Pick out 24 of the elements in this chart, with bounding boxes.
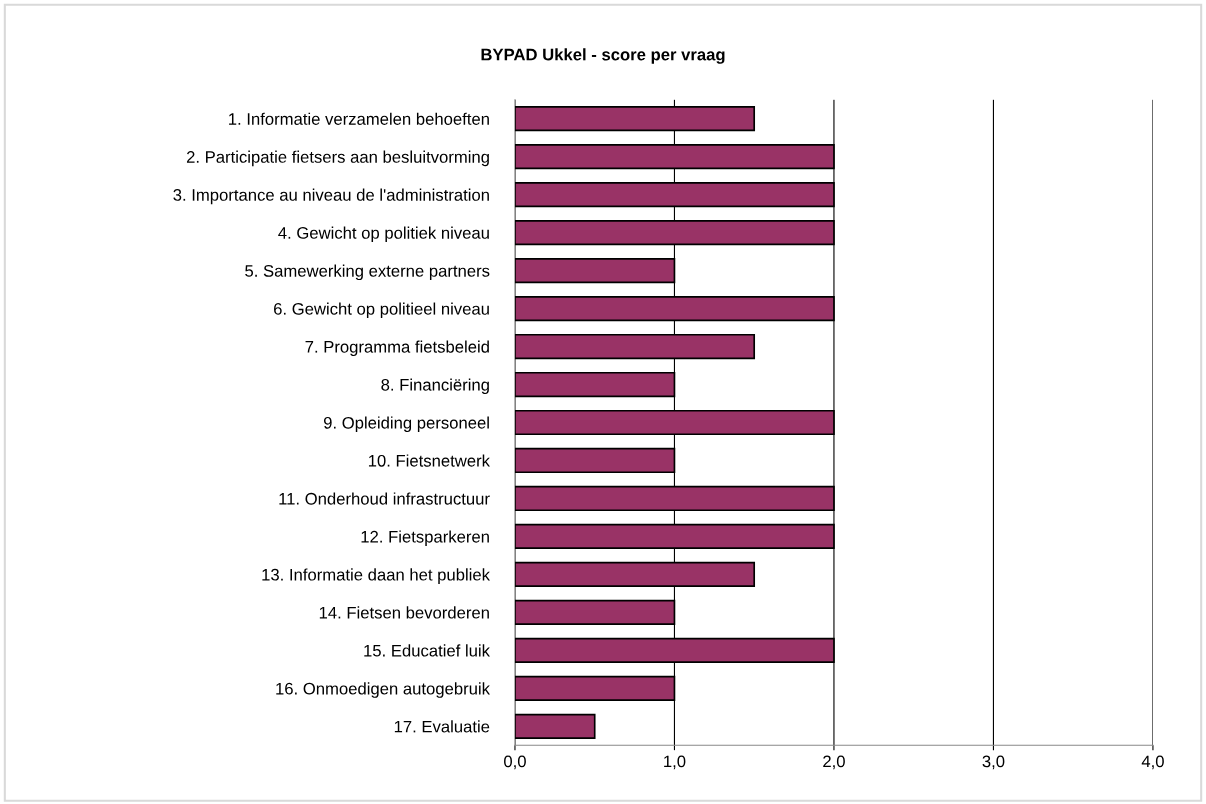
y-tick-label: 1. Informatie verzamelen behoeften xyxy=(229,112,489,125)
y-tick-label: 7. Programma fietsbeleid xyxy=(305,340,489,357)
y-tick-label: 13. Informatie daan het publiek xyxy=(262,568,490,584)
y-tick-label: 6. Gewicht op politieel niveau xyxy=(274,302,489,319)
y-tick-label: 12. Fietsparkeren xyxy=(361,530,489,546)
x-tick-label: 2,0 xyxy=(823,755,845,770)
y-tick-label: 17. Evaluatie xyxy=(394,720,490,733)
x-tick-label: 0,0 xyxy=(504,755,526,770)
chart-title: BYPAD Ukkel - score per vraag xyxy=(481,48,725,64)
y-tick-label: 4. Gewicht op politiek niveau xyxy=(278,226,489,243)
y-tick-label: 9. Opleiding personeel xyxy=(323,416,489,432)
y-tick-label: 2. Participatie fietsers aan besluitvorming xyxy=(186,150,489,167)
y-tick-label: 10. Fietsnetwerk xyxy=(368,454,490,467)
y-tick-label: 5. Samewerking externe partners xyxy=(245,264,490,281)
y-tick-label: 15. Educatief luik xyxy=(364,644,490,657)
y-tick-label: 16. Onmoedigen autogebruik xyxy=(276,682,490,698)
bar xyxy=(514,713,596,739)
x-tick-label: 3,0 xyxy=(982,755,1005,770)
x-tick-label: 4,0 xyxy=(1141,755,1164,770)
y-tick-label: 8. Financiëring xyxy=(381,378,489,395)
y-tick-label: 11. Onderhoud infrastructuur xyxy=(279,492,490,505)
x-tick-label: 1,0 xyxy=(664,755,686,770)
y-tick-label: 3. Importance au niveau de l'administration xyxy=(173,188,489,205)
y-tick-label: 14. Fietsen bevorderen xyxy=(319,606,489,619)
